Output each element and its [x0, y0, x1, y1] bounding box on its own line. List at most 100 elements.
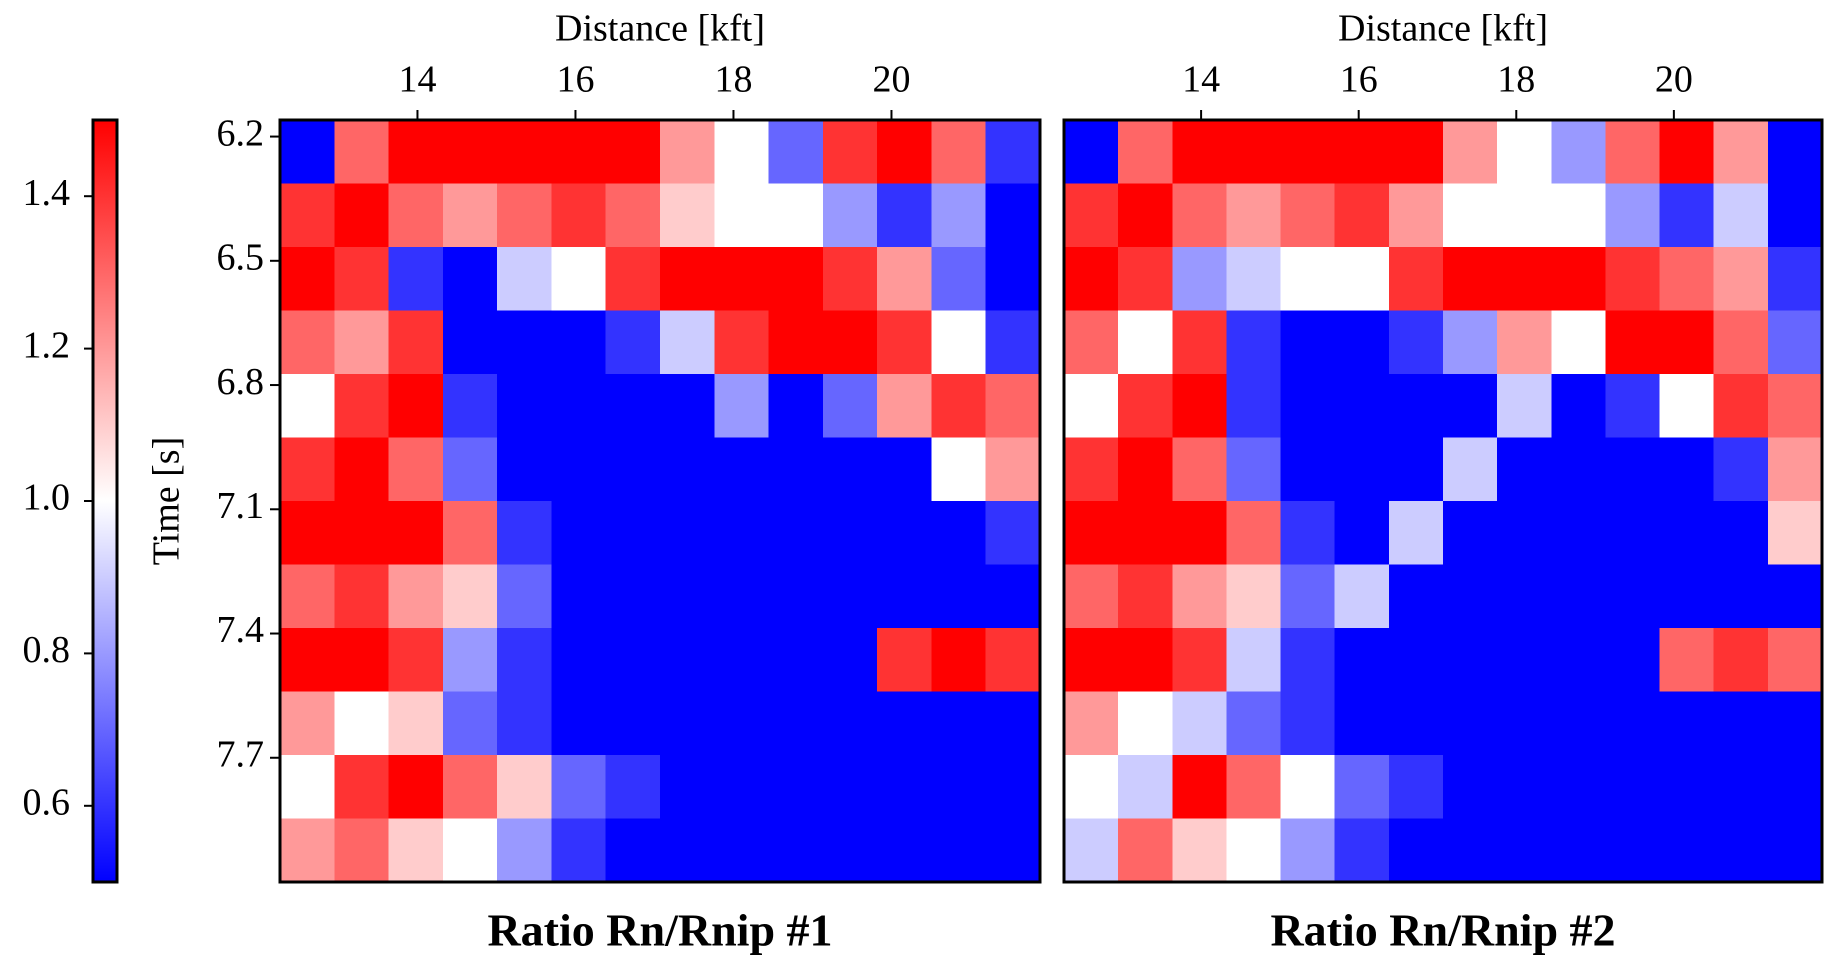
heatmap-cell: [551, 120, 607, 185]
heatmap-cell: [280, 628, 335, 693]
heatmap-cell: [551, 755, 607, 820]
heatmap-cell: [877, 818, 933, 883]
heatmap-cell: [551, 691, 607, 756]
heatmap-cell: [1551, 691, 1607, 756]
heatmap-cell: [822, 437, 878, 502]
heatmap-cell: [985, 374, 1041, 439]
heatmap-cell: [1064, 247, 1119, 312]
heatmap-cell: [1334, 501, 1390, 566]
heatmap-cell: [1064, 564, 1119, 629]
heatmap-cell: [1280, 183, 1336, 248]
heatmap-cell: [1497, 691, 1552, 756]
heatmap-cell: [1713, 818, 1769, 883]
heatmap-cell: [388, 437, 444, 502]
heatmap-cell: [442, 437, 498, 502]
heatmap-cell: [1334, 310, 1390, 375]
heatmap-cell: [1280, 120, 1336, 185]
heatmap-cell: [985, 691, 1041, 756]
heatmap-cell: [1443, 247, 1498, 312]
heatmap-cell: [1497, 310, 1552, 375]
heatmap-cell: [1767, 755, 1823, 820]
heatmap-cell: [660, 437, 715, 502]
heatmap-cell: [768, 183, 824, 248]
heatmap-cell: [1280, 818, 1336, 883]
x-tick-label: 18: [714, 59, 752, 101]
heatmap-cell: [1172, 755, 1228, 820]
panel-title: Ratio Rn/Rnip #1: [487, 905, 832, 956]
heatmap-cell: [497, 120, 553, 185]
heatmap-cell: [714, 818, 770, 883]
heatmap-cell: [931, 501, 987, 566]
heatmap-cell: [605, 818, 661, 883]
y-tick-label: 7.1: [217, 485, 265, 527]
heatmap-cell: [714, 437, 770, 502]
heatmap-cell: [1713, 691, 1769, 756]
heatmap-cell: [1497, 818, 1552, 883]
heatmap-cell: [280, 120, 335, 185]
heatmap-cell: [1118, 818, 1173, 883]
heatmap-cell: [1551, 374, 1607, 439]
heatmap-cell: [1064, 691, 1119, 756]
heatmap-cell: [280, 247, 335, 312]
heatmap-cell: [1334, 183, 1390, 248]
heatmap-cell: [768, 437, 824, 502]
heatmap-cell: [768, 691, 824, 756]
heatmap-cell: [1659, 564, 1715, 629]
heatmap-cell: [1605, 374, 1661, 439]
heatmap-cell: [822, 628, 878, 693]
heatmap-cell: [1388, 628, 1444, 693]
heatmap-cell: [334, 691, 390, 756]
heatmap-cell: [497, 437, 553, 502]
heatmap-cell: [442, 310, 498, 375]
heatmap-cell: [1497, 247, 1552, 312]
heatmap-cell: [822, 501, 878, 566]
heatmap-cell: [931, 755, 987, 820]
heatmap-cell: [1118, 310, 1173, 375]
heatmap-cell: [605, 183, 661, 248]
heatmap-cell: [1172, 120, 1228, 185]
heatmap-cell: [768, 247, 824, 312]
heatmap-cell: [877, 564, 933, 629]
heatmap-cell: [1659, 437, 1715, 502]
heatmap-cell: [280, 818, 335, 883]
heatmap-cell: [714, 501, 770, 566]
heatmap-cell: [1118, 374, 1173, 439]
heatmap-cell: [280, 755, 335, 820]
heatmap-cell: [877, 374, 933, 439]
heatmap-cell: [1172, 501, 1228, 566]
heatmap-cell: [1605, 120, 1661, 185]
heatmap-cell: [1172, 437, 1228, 502]
heatmap-cell: [1388, 183, 1444, 248]
x-tick-label: 14: [1182, 59, 1220, 101]
heatmap-cell: [1388, 310, 1444, 375]
heatmap-cell: [660, 755, 715, 820]
heatmap-cell: [1064, 183, 1119, 248]
heatmap-cell: [334, 501, 390, 566]
heatmap-cell: [1334, 564, 1390, 629]
heatmap-cell: [931, 247, 987, 312]
heatmap-cell: [442, 247, 498, 312]
y-tick-label: 7.7: [217, 733, 265, 775]
heatmap-cell: [388, 691, 444, 756]
heatmap-cell: [1118, 755, 1173, 820]
heatmap-cell: [822, 310, 878, 375]
heatmap-cell: [1280, 628, 1336, 693]
heatmap-cell: [877, 247, 933, 312]
heatmap-cell: [714, 120, 770, 185]
heatmap-cell: [1443, 501, 1498, 566]
heatmap-cell: [931, 310, 987, 375]
heatmap-cell: [605, 437, 661, 502]
heatmap-cell: [1388, 437, 1444, 502]
heatmap-cell: [985, 437, 1041, 502]
heatmap-cell: [877, 120, 933, 185]
heatmap-cell: [714, 247, 770, 312]
heatmap-cell: [1767, 628, 1823, 693]
heatmap-cell: [1497, 374, 1552, 439]
heatmap-cell: [334, 310, 390, 375]
heatmap-cell: [877, 437, 933, 502]
heatmap-cell: [497, 310, 553, 375]
heatmap-cell: [1172, 310, 1228, 375]
heatmap-cell: [388, 183, 444, 248]
heatmap-cell: [1388, 564, 1444, 629]
heatmap-cell: [1280, 564, 1336, 629]
